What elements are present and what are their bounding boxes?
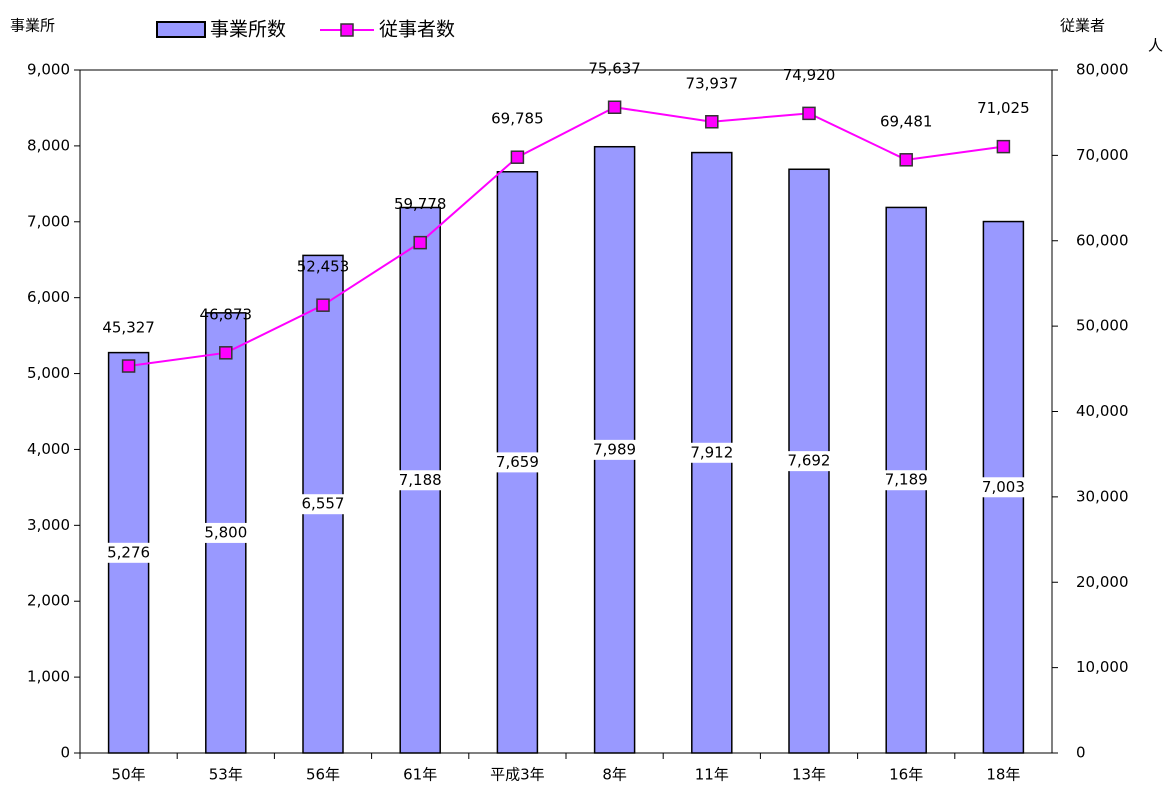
y2-tick-label: 0 xyxy=(1076,744,1086,762)
data-label: 5,800 xyxy=(204,523,247,541)
x-tick-label: 16年 xyxy=(889,766,923,784)
data-label-bg xyxy=(787,451,831,472)
data-label: 69,785 xyxy=(491,110,544,128)
legend-bar-swatch xyxy=(156,21,206,38)
data-label: 52,453 xyxy=(297,258,350,276)
data-label: 7,659 xyxy=(496,453,539,471)
y-tick-label: 9,000 xyxy=(27,61,70,79)
data-label-bg xyxy=(592,439,637,460)
x-tick-label: 53年 xyxy=(209,766,243,784)
y-tick-label: 0 xyxy=(60,744,70,762)
x-tick-label: 8年 xyxy=(602,766,627,784)
y2-tick-label: 50,000 xyxy=(1076,317,1129,335)
data-label-bg xyxy=(689,442,734,463)
x-tick-label: 平成3年 xyxy=(490,766,545,784)
x-tick-label: 56年 xyxy=(306,766,340,784)
x-tick-label: 18年 xyxy=(986,766,1020,784)
data-label-bg xyxy=(301,494,345,515)
marker xyxy=(316,298,330,312)
x-tick-label: 50年 xyxy=(112,766,146,784)
y2-tick-label: 40,000 xyxy=(1076,402,1129,420)
data-label: 75,637 xyxy=(588,60,641,78)
data-label: 6,557 xyxy=(302,495,345,513)
data-label-bg xyxy=(398,470,443,491)
y2-axis-label: 従業者 xyxy=(1060,17,1105,35)
y2-tick-label: 70,000 xyxy=(1076,146,1129,164)
data-label-bg xyxy=(884,470,929,491)
y2-tick-label: 80,000 xyxy=(1076,61,1129,79)
data-label: 45,327 xyxy=(102,319,155,337)
marker xyxy=(413,235,427,250)
data-label-bg xyxy=(106,542,151,563)
marker xyxy=(510,150,525,164)
data-label: 7,989 xyxy=(593,440,636,458)
y2-tick-label: 20,000 xyxy=(1076,573,1129,591)
y-tick-label: 3,000 xyxy=(27,516,70,534)
data-label: 71,025 xyxy=(977,99,1030,117)
data-label: 7,003 xyxy=(982,478,1025,496)
data-label: 69,481 xyxy=(880,112,933,130)
line xyxy=(128,106,1004,368)
legend-label: 事業所数 xyxy=(210,19,286,41)
y2-tick-label: 30,000 xyxy=(1076,487,1129,505)
marker xyxy=(607,100,622,114)
y-tick-label: 1,000 xyxy=(27,668,70,686)
x-tick-label: 11年 xyxy=(695,766,729,784)
legend-label: 従事者数 xyxy=(379,19,455,41)
y2-tick-label: 10,000 xyxy=(1076,658,1129,676)
data-label: 7,189 xyxy=(885,471,928,489)
marker xyxy=(899,153,913,167)
x-tick-label: 13年 xyxy=(792,766,826,784)
marker xyxy=(996,139,1011,154)
x-tick-label: 61年 xyxy=(403,766,437,784)
marker xyxy=(121,359,136,373)
data-label-bg xyxy=(981,477,1026,498)
data-label: 7,692 xyxy=(788,452,831,470)
data-label: 59,778 xyxy=(394,195,447,213)
y-tick-label: 8,000 xyxy=(27,136,70,154)
marker xyxy=(705,115,719,129)
data-label-bg xyxy=(495,452,540,473)
y-tick-label: 5,000 xyxy=(27,364,70,382)
y2-unit: 人 xyxy=(1148,37,1163,55)
marker xyxy=(219,346,233,360)
legend-marker xyxy=(340,23,354,37)
data-label: 74,920 xyxy=(783,66,836,84)
y-axis-label: 事業所 xyxy=(10,17,55,35)
y-tick-label: 2,000 xyxy=(27,592,70,610)
y2-tick-label: 60,000 xyxy=(1076,231,1129,249)
data-label: 46,873 xyxy=(200,305,253,323)
y-tick-label: 6,000 xyxy=(27,288,70,306)
data-label: 7,912 xyxy=(690,443,733,461)
y-tick-label: 4,000 xyxy=(27,440,70,458)
y-tick-label: 7,000 xyxy=(27,212,70,230)
data-label: 5,276 xyxy=(107,543,150,561)
data-label: 73,937 xyxy=(686,74,739,92)
data-label-bg xyxy=(203,522,248,543)
data-label: 7,188 xyxy=(399,471,442,489)
marker xyxy=(802,106,816,121)
